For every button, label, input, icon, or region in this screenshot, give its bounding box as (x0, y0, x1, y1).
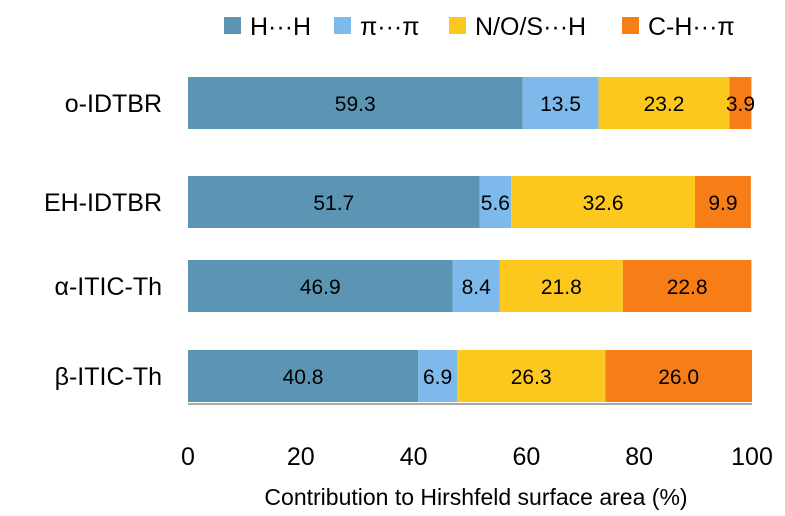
value-label: 51.7 (313, 192, 354, 215)
bar-segment (188, 260, 453, 312)
bars: 59.3 13.5 23.2 3.9 51.7 5.6 32.6 9.9 46.9 8.4 21.8… (188, 77, 755, 402)
value-label: 26.0 (658, 366, 699, 389)
legend-label-1: H···H (250, 13, 311, 41)
value-label: 23.2 (644, 93, 685, 116)
legend-label-4: C-H···π (648, 13, 735, 41)
value-label: 6.9 (423, 366, 452, 389)
value-label: 26.3 (511, 366, 552, 389)
bar-segment (695, 176, 751, 228)
bar-segment (452, 260, 500, 312)
x-tick-label: 60 (512, 443, 540, 471)
legend-swatch-4 (622, 17, 639, 34)
bar-segment (622, 260, 752, 312)
bar-segment (457, 350, 606, 402)
legend-swatch-1 (224, 17, 241, 34)
x-tick-label: 80 (625, 443, 653, 471)
value-label: 22.8 (667, 276, 708, 299)
legend-swatch-2 (334, 17, 351, 34)
bar-segment (729, 77, 752, 129)
value-label: 40.8 (283, 366, 324, 389)
category-label: o-IDTBR (65, 90, 162, 118)
value-label: 59.3 (335, 93, 376, 116)
value-label: 3.9 (726, 93, 755, 116)
bar-segment (605, 350, 752, 402)
x-tick-label: 40 (400, 443, 428, 471)
legend: H···H π···π N/O/S···H C-H···π (224, 13, 735, 41)
bar-segment (188, 176, 480, 228)
value-label: 5.6 (481, 192, 510, 215)
value-label: 13.5 (540, 93, 581, 116)
x-tick-label: 0 (181, 443, 195, 471)
bar-segment (511, 176, 696, 228)
bar-segment (418, 350, 458, 402)
category-label: EH-IDTBR (44, 189, 162, 217)
value-label: 21.8 (541, 276, 582, 299)
category-label: α-ITIC-Th (55, 273, 163, 301)
legend-label-2: π···π (360, 13, 419, 41)
bar-segment (598, 77, 730, 129)
x-axis-label: Contribution to Hirshfeld surface area (… (264, 484, 687, 510)
category-label: β-ITIC-Th (55, 363, 162, 391)
bar-segment (479, 176, 512, 228)
value-label: 9.9 (708, 192, 737, 215)
bar-segment (499, 260, 623, 312)
x-tick-label: 100 (731, 443, 773, 471)
bar-segment (522, 77, 599, 129)
bar-segment (188, 350, 419, 402)
legend-label-3: N/O/S···H (475, 13, 586, 41)
category-labels: o-IDTBR EH-IDTBR α-ITIC-Th β-ITIC-Th (44, 90, 162, 391)
x-tick-labels: 0 20 40 60 80 100 (181, 443, 773, 471)
value-label: 32.6 (583, 192, 624, 215)
value-label: 8.4 (462, 276, 492, 299)
x-tick-label: 20 (287, 443, 315, 471)
legend-swatch-3 (449, 17, 466, 34)
value-label: 46.9 (300, 276, 341, 299)
bar-segment (188, 77, 523, 129)
